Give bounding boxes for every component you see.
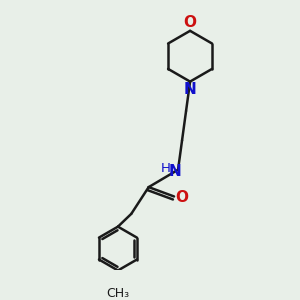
Text: CH₃: CH₃ bbox=[106, 287, 130, 300]
Text: N: N bbox=[169, 164, 182, 178]
Text: O: O bbox=[176, 190, 189, 205]
Text: H: H bbox=[161, 162, 171, 175]
Text: N: N bbox=[184, 82, 196, 97]
Text: O: O bbox=[184, 15, 196, 30]
